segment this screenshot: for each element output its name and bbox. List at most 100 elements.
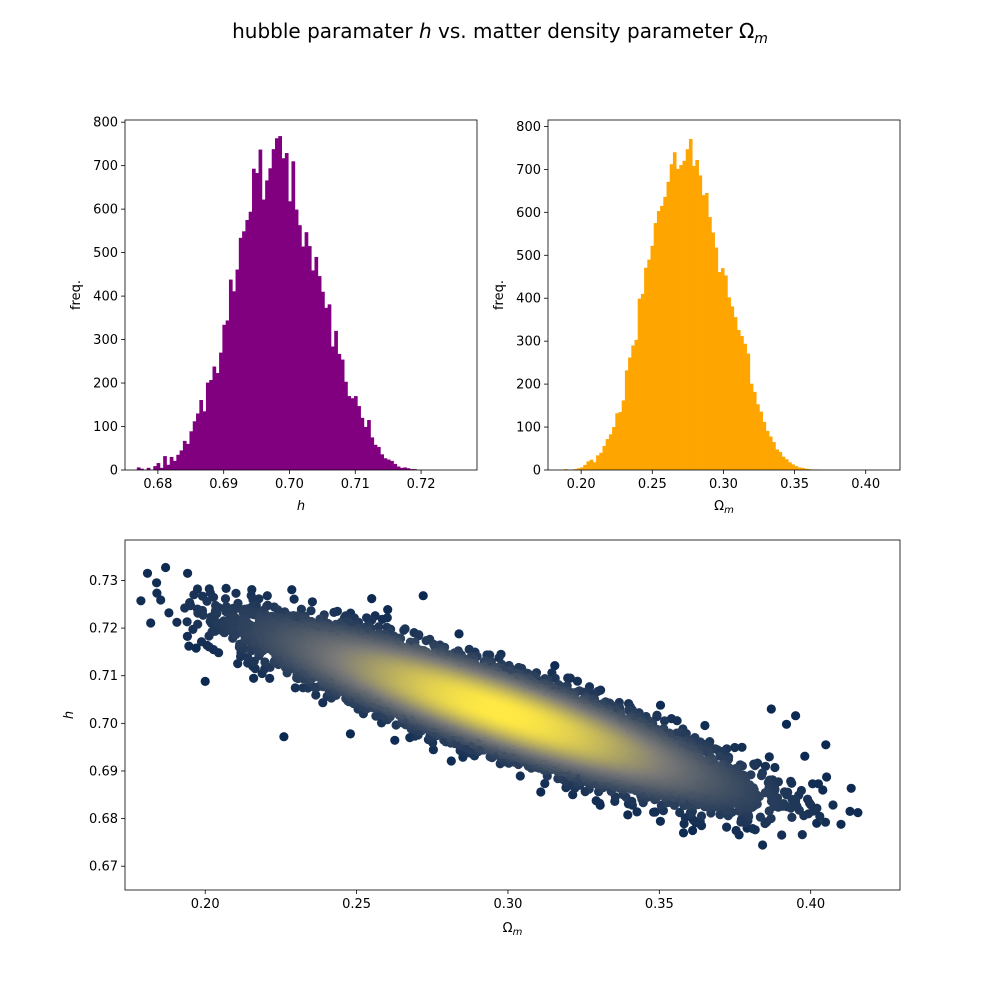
histogram-bar: [229, 280, 233, 470]
histogram-bar: [679, 165, 683, 470]
histogram-bar: [338, 354, 342, 470]
histogram-bar: [222, 325, 226, 470]
histogram-bar: [347, 396, 351, 470]
histogram-bar: [689, 139, 693, 470]
histogram-bar: [686, 149, 690, 470]
histogram-bar: [367, 420, 371, 470]
scatter-point: [221, 594, 230, 603]
histogram-bar: [625, 370, 629, 470]
scatter-point: [183, 569, 192, 578]
y-tick-label: 100: [516, 421, 541, 436]
histogram-bar: [216, 373, 220, 470]
histogram-bar: [660, 206, 664, 470]
histogram-bar: [670, 164, 674, 470]
histogram-bar: [724, 275, 728, 470]
histogram-bar: [262, 200, 266, 470]
scatter-point: [263, 591, 272, 600]
histogram-bar: [708, 217, 712, 470]
scatter-point: [791, 711, 800, 720]
histogram-bar: [351, 398, 355, 470]
scatter-point: [249, 674, 258, 683]
histogram-bar: [288, 201, 292, 470]
histogram-bar: [711, 233, 715, 470]
figure-title: hubble paramater h vs. matter density pa…: [232, 19, 768, 47]
histogram-bar: [176, 455, 180, 470]
histogram-bar: [759, 412, 763, 470]
scatter-point: [770, 763, 779, 772]
scatter-point: [184, 642, 193, 651]
histogram-bar: [196, 413, 200, 470]
x-tick-label: 0.35: [780, 477, 809, 492]
histogram-bar: [769, 437, 773, 470]
x-tick-label: 0.69: [209, 477, 238, 492]
histogram-bar: [166, 465, 170, 470]
histogram-bar: [321, 292, 325, 470]
histogram-bar: [275, 138, 279, 470]
histogram-bar: [721, 268, 725, 470]
scatter-point: [419, 591, 428, 600]
y-tick-label: 200: [516, 378, 541, 393]
x-tick-label: 0.40: [851, 477, 880, 492]
scatter-point: [367, 594, 376, 603]
x-tick-label: 0.70: [275, 477, 304, 492]
histogram-bar: [285, 153, 289, 470]
y-tick-label: 400: [516, 292, 541, 307]
histogram-bar: [602, 446, 606, 470]
scatter-point: [905, 850, 914, 859]
y-tick-label: 800: [516, 120, 541, 135]
histogram-bar: [663, 197, 667, 470]
scatter-point: [656, 817, 665, 826]
histogram-bar: [252, 169, 256, 470]
scatter-point: [199, 611, 208, 620]
histogram-bar: [731, 306, 735, 470]
histogram-bar: [390, 461, 394, 470]
histogram-bar: [334, 331, 338, 470]
histogram-bar: [747, 354, 751, 470]
scatter-point: [782, 720, 791, 729]
histogram-bar: [170, 457, 174, 470]
y-tick-label: 0: [533, 464, 541, 479]
histogram-bar: [737, 330, 741, 470]
histogram-bar: [213, 367, 217, 470]
scatter-point: [800, 752, 809, 761]
scatter-point: [623, 810, 632, 819]
histogram-bar: [209, 380, 213, 470]
histogram-bar: [163, 456, 167, 470]
scatter-point: [853, 808, 862, 817]
histogram-bar: [259, 150, 263, 470]
histogram-bar: [374, 445, 378, 470]
scatter-point: [847, 784, 856, 793]
scatter-point: [164, 608, 173, 617]
scatter-point: [172, 618, 181, 627]
histogram-bar: [673, 152, 677, 470]
scatter-panel: 0.20 0.25 0.30 0.35 0.400.670.680.690.700.71…: [62, 540, 914, 938]
scatter-point: [222, 584, 231, 593]
scatter-point: [156, 595, 165, 604]
x-tick-label: 0.68: [143, 477, 172, 492]
scatter-point: [822, 772, 831, 781]
scatter-point: [201, 677, 210, 686]
y-tick-label: 500: [516, 249, 541, 264]
scatter-point: [152, 578, 161, 587]
scatter-point: [808, 779, 817, 788]
scatter-point: [197, 637, 206, 646]
y-axis-label: freq.: [492, 280, 507, 310]
histogram-bar: [219, 353, 223, 470]
y-tick-label: 0: [110, 464, 118, 479]
histogram-bar: [189, 431, 193, 470]
scatter-point: [767, 704, 776, 713]
histogram-bar: [301, 247, 305, 470]
scatter-point: [329, 608, 338, 617]
histogram-bar: [718, 272, 722, 470]
histogram-bar: [203, 411, 207, 470]
scatter-point: [730, 743, 739, 752]
histogram-bar: [641, 294, 645, 470]
scatter-point: [202, 597, 211, 606]
histogram-bar: [590, 460, 594, 470]
histogram-bar: [635, 340, 639, 470]
scatter-point: [212, 609, 221, 618]
histogram-bar: [291, 161, 295, 470]
scatter-point: [828, 800, 837, 809]
histogram-bar: [206, 383, 210, 470]
scatter-point: [750, 761, 759, 770]
